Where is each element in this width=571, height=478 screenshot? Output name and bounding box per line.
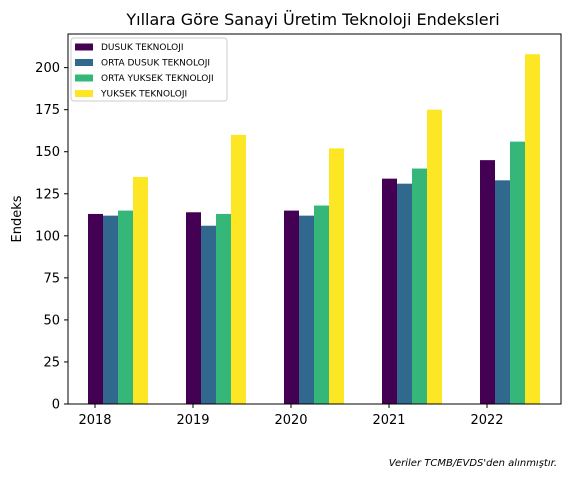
legend: DUSUK TEKNOLOJI ORTA DUSUK TEKNOLOJI ORTA … [70, 37, 228, 102]
chart-title: Yıllara Göre Sanayi Üretim Teknoloji End… [125, 10, 499, 29]
bar-2019-0 [186, 212, 201, 404]
y-tick-label: 125 [35, 187, 60, 202]
bar-2020-0 [284, 210, 299, 404]
bars-group [88, 54, 540, 405]
bar-2020-1 [299, 215, 314, 404]
bar-2022-1 [495, 180, 510, 404]
source-note: Veriler TCMB/EVDS'den alınmıştır. [389, 458, 557, 469]
y-axis: 0 25 50 75 100 125 150 175 200 [35, 61, 68, 413]
bar-2021-0 [382, 178, 397, 404]
x-tick-label: 2021 [372, 413, 405, 428]
y-tick-label: 50 [43, 313, 60, 328]
y-tick-label: 175 [35, 103, 60, 118]
bar-2020-2 [314, 205, 329, 404]
y-tick-label: 150 [35, 145, 60, 160]
bar-2018-3 [133, 176, 148, 404]
legend-swatch [75, 74, 93, 82]
bar-2018-1 [103, 215, 118, 404]
y-tick-label: 100 [35, 229, 60, 244]
y-tick-label: 25 [43, 355, 60, 370]
bar-2021-1 [397, 183, 412, 404]
x-tick-label: 2020 [274, 413, 307, 428]
x-tick-label: 2022 [470, 413, 503, 428]
legend-swatch [75, 43, 93, 51]
legend-label: ORTA DUSUK TEKNOLOJI [101, 59, 210, 69]
bar-2022-0 [480, 160, 495, 404]
bar-2019-2 [216, 213, 231, 404]
bar-2020-3 [329, 148, 344, 404]
legend-swatch [75, 90, 93, 97]
y-tick-label: 0 [52, 398, 60, 413]
bar-2019-3 [231, 134, 246, 404]
legend-label: YUKSEK TEKNOLOJI [100, 90, 187, 100]
legend-label: ORTA YUKSEK TEKNOLOJI [101, 74, 214, 84]
legend-label: DUSUK TEKNOLOJI [101, 43, 184, 53]
legend-box [70, 37, 228, 102]
legend-swatch [75, 59, 93, 66]
x-tick-label: 2019 [176, 413, 209, 428]
y-tick-label: 200 [35, 61, 60, 76]
x-tick-label: 2018 [78, 413, 111, 428]
plot-frame [67, 33, 562, 405]
bar-2018-0 [88, 213, 103, 404]
x-axis: 2018 2019 2020 2021 2022 [78, 404, 504, 428]
bar-2022-3 [525, 54, 540, 404]
bar-2021-2 [412, 168, 427, 404]
bar-2019-1 [201, 225, 216, 404]
bar-2022-2 [510, 141, 525, 405]
y-tick-label: 75 [43, 271, 60, 286]
y-axis-label: Endeks [10, 195, 25, 242]
bar-2018-2 [118, 210, 133, 404]
bar-2021-3 [427, 109, 442, 404]
